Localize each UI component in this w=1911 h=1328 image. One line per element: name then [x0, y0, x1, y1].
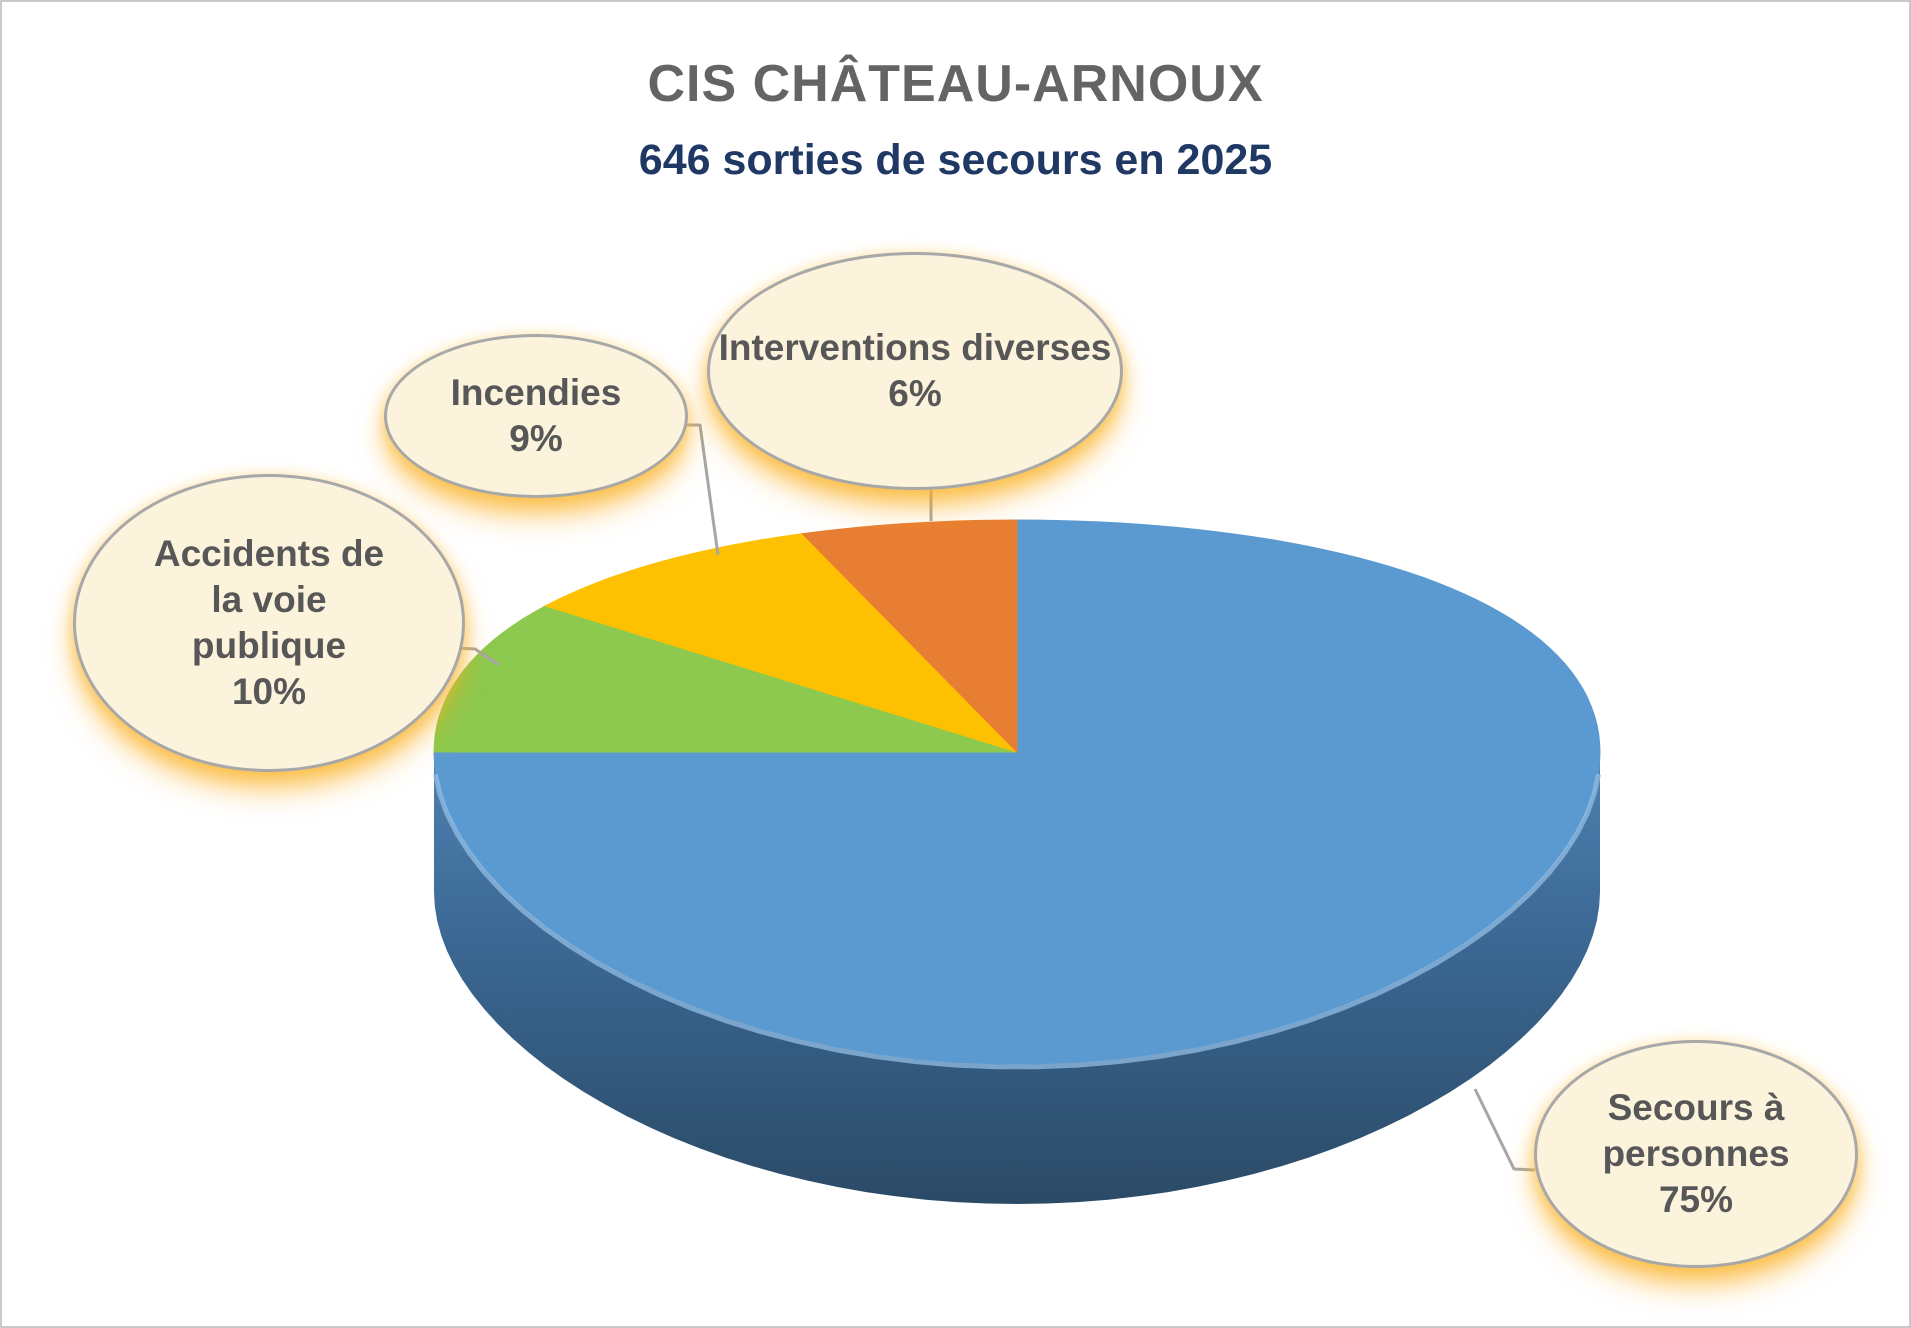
chart-title: CIS CHÂTEAU-ARNOUX: [647, 55, 1264, 113]
slice-label: Interventions diverses: [718, 327, 1112, 369]
callout-incendies: Incendies 9%: [384, 334, 688, 498]
slice-label: Incendies: [450, 372, 622, 414]
pie-layer: [432, 423, 1602, 1204]
slice-label: Secours à personnes: [1602, 1087, 1790, 1175]
callout-text: Interventions diverses 6%: [719, 325, 1112, 417]
callout-interventions-diverses: Interventions diverses 6%: [707, 252, 1123, 490]
slice-label: Accidents de la voie publique: [153, 533, 385, 666]
slice-percent: 9%: [509, 418, 563, 459]
chart-header: CIS CHÂTEAU-ARNOUX 646 sorties de secour…: [2, 54, 1909, 185]
callout-text: Accidents de la voie publique 10%: [140, 531, 398, 715]
callout-accidents-voie-publique: Accidents de la voie publique 10%: [73, 474, 465, 772]
callout-text: Secours à personnes 75%: [1537, 1085, 1855, 1223]
slice-percent: 6%: [888, 373, 942, 414]
chart-subtitle: 646 sorties de secours en 2025: [638, 136, 1273, 184]
callout-text: Incendies 9%: [451, 370, 622, 462]
callout-secours-a-personnes: Secours à personnes 75%: [1534, 1040, 1858, 1268]
slice-percent: 10%: [231, 670, 307, 712]
slice-percent: 75%: [1658, 1178, 1734, 1220]
